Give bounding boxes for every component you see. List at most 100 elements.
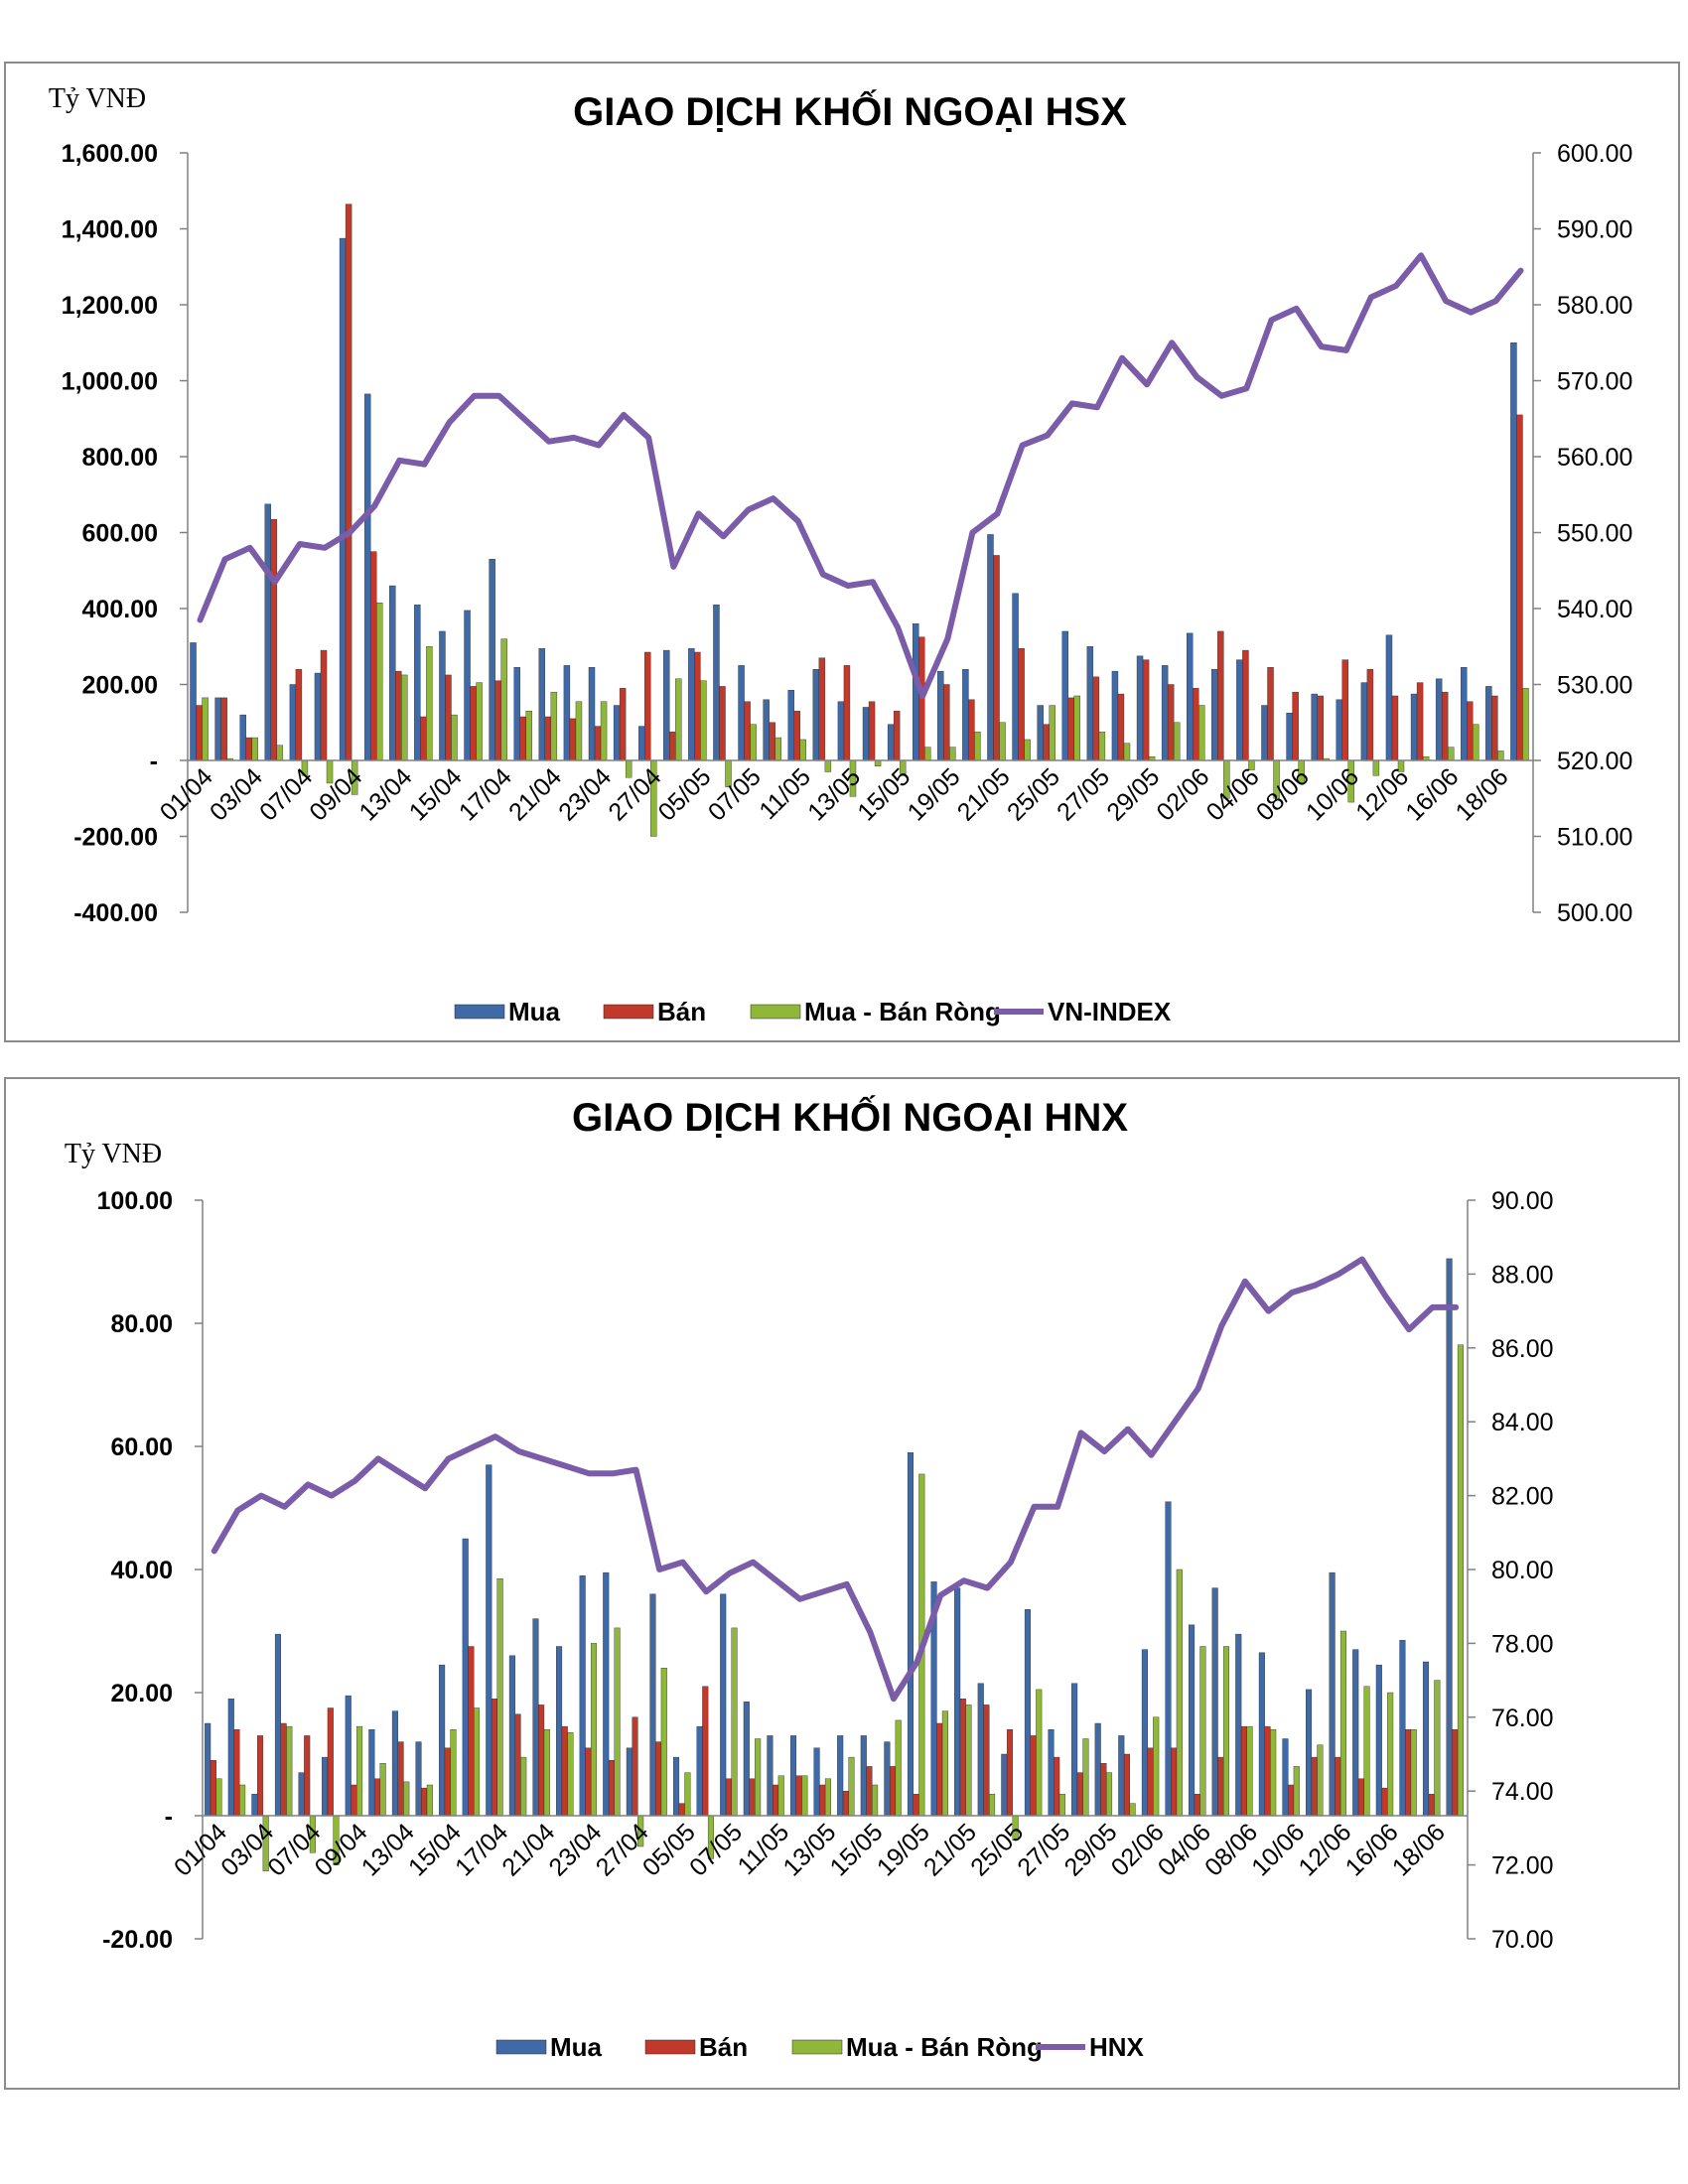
bar-rong: [550, 691, 558, 761]
bar-mua: [1286, 712, 1293, 761]
bar-rong: [1098, 732, 1106, 761]
x-tick-label: 03/04: [205, 762, 268, 826]
bar-rong: [1024, 739, 1031, 761]
bar-ban: [702, 1686, 709, 1817]
y2-tick-label: 78.00: [1491, 1630, 1554, 1658]
x-tick-label: 15/05: [852, 762, 915, 826]
y-tick-label: 100.00: [97, 1187, 173, 1215]
x-tick-label: 01/04: [169, 1818, 232, 1881]
y2-tick-label: 530.00: [1557, 672, 1632, 700]
x-tick-label: 12/06: [1293, 1818, 1356, 1881]
chart-title: GIAO DỊCH KHỐI NGOẠI HNX: [572, 1094, 1128, 1140]
y-tick-label: -20.00: [102, 1926, 173, 1954]
x-tick-label: 17/04: [450, 1818, 513, 1881]
bar-rong: [276, 745, 284, 761]
bar-rong: [451, 714, 458, 761]
bar-rong: [895, 1719, 902, 1817]
legend-rong-label: Mua - Bán Ròng: [804, 997, 1001, 1026]
bar-mua: [439, 630, 446, 761]
bar-ban: [1416, 682, 1424, 761]
y2-tick-label: 76.00: [1491, 1705, 1554, 1732]
bar-ban: [373, 1778, 381, 1817]
bar-ban: [1441, 691, 1449, 761]
bar-mua: [626, 1747, 633, 1817]
bar-mua: [789, 1735, 797, 1817]
bar-mua: [1261, 705, 1268, 761]
bar-rong: [1199, 1646, 1206, 1817]
bar-mua: [1258, 1652, 1265, 1817]
bar-rong: [1434, 1680, 1441, 1817]
bar-ban: [669, 732, 676, 761]
bar-ban: [1043, 724, 1050, 761]
bar-mua: [977, 1683, 984, 1817]
bar-rong: [600, 701, 608, 761]
bar-ban: [843, 665, 851, 761]
bar-rong: [251, 737, 258, 761]
bar-mua: [1446, 1258, 1453, 1817]
bar-ban: [1018, 647, 1025, 761]
bar-ban: [1317, 695, 1324, 761]
bar-rong: [356, 1725, 363, 1817]
bar-ban: [1076, 1772, 1083, 1817]
bar-ban: [936, 1722, 943, 1817]
bar-ban: [327, 1707, 334, 1817]
bar-mua: [464, 610, 471, 761]
chart-hsx: GIAO DỊCH KHỐI NGOẠI HSX Tỷ VNĐ 1,600.00 1,…: [49, 83, 1633, 1026]
x-tick-label: 21/05: [952, 762, 1016, 826]
bar-rong: [543, 1729, 550, 1817]
bar-rong: [965, 1705, 972, 1817]
bar-rong: [525, 711, 532, 761]
bar-mua: [508, 1655, 515, 1817]
bar-mua: [415, 1741, 422, 1817]
bar-mua: [489, 559, 495, 761]
bar-mua: [1001, 1753, 1008, 1817]
bar-mua: [1136, 655, 1144, 761]
bar-ban: [470, 686, 477, 761]
bar-mua: [314, 672, 322, 761]
x-tick-label: 03/04: [215, 1818, 279, 1881]
x-tick-label: 12/06: [1350, 762, 1414, 826]
y-tick-label: 1,400.00: [62, 216, 158, 244]
bar-mua: [613, 705, 621, 761]
x-tick-label: 15/04: [404, 762, 468, 826]
x-tick-label: 19/05: [903, 762, 966, 826]
bar-rong: [1246, 1725, 1253, 1817]
bar-mua: [1048, 1729, 1055, 1817]
bar-ban: [491, 1699, 497, 1817]
bar-mua: [563, 665, 571, 761]
bar-rong: [1317, 1744, 1324, 1817]
bar-mua: [363, 393, 371, 761]
y-tick-label: -400.00: [73, 899, 158, 927]
bar-ban: [257, 1735, 264, 1817]
bar-rong: [1293, 1766, 1300, 1817]
bar-ban: [345, 204, 352, 761]
bar-mua: [462, 1538, 469, 1817]
bar-rong: [401, 674, 408, 761]
x-tick-label: 18/06: [1451, 762, 1514, 826]
bar-ban: [1381, 1787, 1388, 1817]
x-tick-label: 29/05: [1059, 1818, 1123, 1881]
bar-rong: [924, 747, 931, 761]
legend-index-label: HNX: [1089, 2032, 1145, 2062]
legend-rong-swatch: [791, 2039, 843, 2055]
bar-mua: [345, 1695, 352, 1817]
bar-rong: [700, 680, 707, 761]
bar-rong: [731, 1627, 738, 1817]
bar-ban: [1067, 697, 1074, 761]
bar-mua: [1141, 1649, 1148, 1817]
bar-mua: [1399, 1640, 1406, 1817]
bar-mua: [1422, 1661, 1430, 1817]
legend-mua-swatch: [495, 2039, 547, 2055]
bar-mua: [1165, 1501, 1172, 1817]
y-tick-label: 1,200.00: [62, 292, 158, 320]
x-tick-label: 16/06: [1340, 1818, 1404, 1881]
chart-title: GIAO DỊCH KHỐI NGOẠI HSX: [573, 88, 1127, 134]
x-tick-label: 13/04: [353, 762, 417, 826]
y-tick-label: 200.00: [82, 672, 158, 700]
bar-rong: [1058, 1794, 1065, 1817]
y-tick-label: -: [165, 1803, 173, 1831]
bar-rong: [750, 724, 757, 761]
bar-mua: [1024, 1609, 1031, 1817]
bar-rong: [1270, 1729, 1277, 1817]
x-tick-label: 11/05: [733, 1818, 795, 1880]
